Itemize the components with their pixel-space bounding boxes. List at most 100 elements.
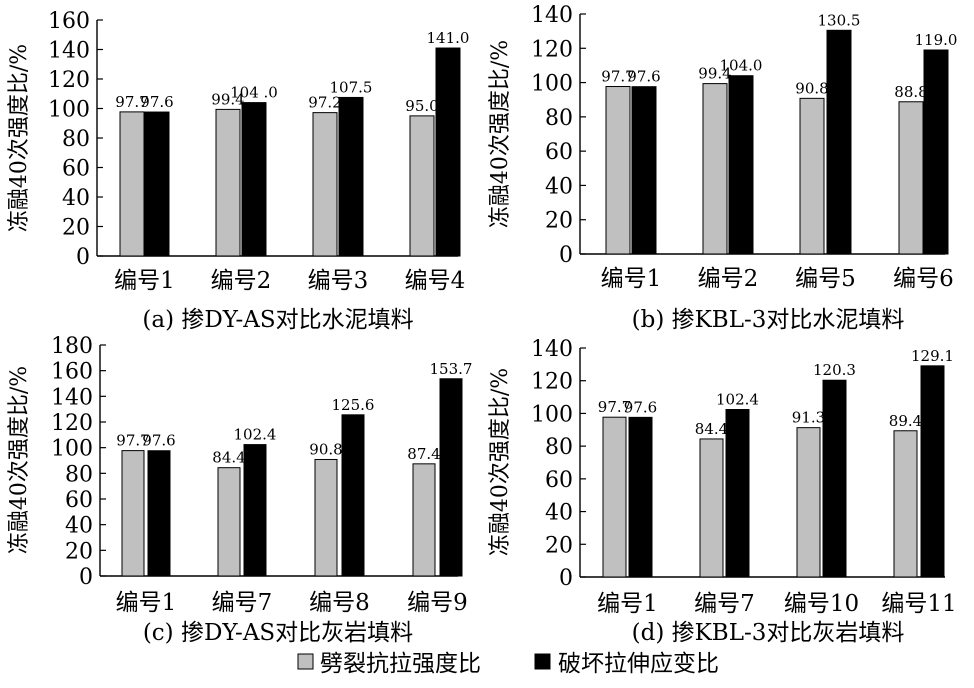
y-tick-label: 100 <box>531 402 573 427</box>
data-label: 99.4 <box>211 90 244 108</box>
bar-failure-strain <box>725 409 750 578</box>
bar-split-tensile <box>605 86 631 255</box>
y-tick-label: 20 <box>65 539 93 564</box>
data-label: 95.0 <box>405 97 438 115</box>
y-tick-label: 40 <box>62 186 90 211</box>
bar-split-tensile <box>893 430 918 578</box>
y-tick-label: 20 <box>545 533 573 558</box>
y-axis-label: 冻融40次强度比/% <box>488 368 513 556</box>
y-tick-label: 160 <box>48 9 90 34</box>
bar-failure-strain <box>338 96 364 257</box>
data-label: 90.8 <box>309 440 342 458</box>
bar-split-tensile <box>314 458 338 577</box>
data-label: 104 .0 <box>230 84 278 102</box>
category-label: 编号11 <box>881 591 956 617</box>
data-label: 89.4 <box>889 412 922 430</box>
y-tick-label: 80 <box>545 106 573 131</box>
data-label: 107.5 <box>330 78 373 96</box>
legend: 劈裂抗拉强度比 破坏拉伸应变比 <box>297 651 719 677</box>
bar-split-tensile <box>799 97 825 255</box>
data-label: 91.3 <box>792 409 825 427</box>
bar-failure-strain <box>243 444 267 577</box>
data-label: 90.8 <box>795 79 828 97</box>
bar-split-tensile <box>796 427 821 578</box>
y-tick-label: 20 <box>545 209 573 234</box>
data-label: 104.0 <box>720 57 763 75</box>
bar-split-tensile <box>409 115 435 257</box>
bar-failure-strain <box>144 111 170 257</box>
category-label: 编号8 <box>309 590 370 616</box>
category-label: 编号5 <box>795 266 856 292</box>
legend-label-failure-strain: 破坏拉伸应变比 <box>558 651 719 677</box>
panel-caption: (c) 掺DY-AS对比灰岩填料 <box>143 620 413 646</box>
y-tick-label: 120 <box>531 370 573 395</box>
category-label: 编号1 <box>601 266 662 292</box>
y-axis-label: 冻融40次强度比/% <box>7 44 32 232</box>
category-label: 编号7 <box>212 590 273 616</box>
y-tick-label: 40 <box>65 514 93 539</box>
y-tick-label: 140 <box>48 39 90 64</box>
y-tick-label: 60 <box>545 468 573 493</box>
y-tick-label: 60 <box>62 157 90 182</box>
category-label: 编号1 <box>114 268 175 294</box>
category-label: 编号9 <box>407 590 468 616</box>
y-tick-label: 180 <box>51 334 93 359</box>
bar-failure-strain <box>241 102 267 257</box>
data-label: 102.4 <box>716 391 759 409</box>
category-label: 编号6 <box>893 266 954 292</box>
category-label: 编号7 <box>694 591 755 617</box>
category-label: 编号10 <box>784 591 859 617</box>
bar-failure-strain <box>822 379 847 578</box>
bar-split-tensile <box>217 467 241 577</box>
data-label: 97.6 <box>627 68 660 86</box>
y-tick-label: 40 <box>545 501 573 526</box>
data-label: 141.0 <box>427 29 470 47</box>
y-tick-label: 60 <box>65 488 93 513</box>
legend-label-split-tensile: 劈裂抗拉强度比 <box>320 651 481 677</box>
bar-failure-strain <box>631 86 657 255</box>
y-tick-label: 100 <box>48 98 90 123</box>
data-label: 97.6 <box>142 432 175 450</box>
y-tick-label: 140 <box>531 3 573 28</box>
data-label: 102.4 <box>234 426 277 444</box>
data-label: 97.7 <box>598 398 631 416</box>
data-label: 120.3 <box>813 361 856 379</box>
y-tick-label: 0 <box>559 243 573 268</box>
y-tick-label: 80 <box>545 435 573 460</box>
category-label: 编号4 <box>405 268 466 294</box>
bar-split-tensile <box>602 416 627 578</box>
panel-caption: (d) 掺KBL-3对比灰岩填料 <box>632 620 905 646</box>
legend-swatch-failure-strain <box>534 653 551 670</box>
category-label: 编号2 <box>211 268 272 294</box>
data-label: 130.5 <box>818 11 861 29</box>
y-axis-label: 冻融40次强度比/% <box>7 366 32 554</box>
data-label: 84.4 <box>212 449 245 467</box>
y-tick-label: 100 <box>531 72 573 97</box>
data-label: 97.6 <box>140 93 173 111</box>
y-tick-label: 20 <box>62 216 90 241</box>
chart-panel-a: 0 20 40 60 80 100 120 140 160 冻融40次强度比/% 97.797.6 编… <box>7 9 469 333</box>
y-tick-label: 60 <box>545 140 573 165</box>
data-label: 129.1 <box>911 347 954 365</box>
bar-split-tensile <box>702 83 728 255</box>
bar-failure-strain <box>147 450 171 577</box>
data-label: 119.0 <box>915 31 958 49</box>
bar-failure-strain <box>439 378 463 577</box>
y-tick-label: 80 <box>62 127 90 152</box>
bar-split-tensile <box>898 101 924 255</box>
category-label: 编号1 <box>597 591 658 617</box>
bar-split-tensile <box>119 111 145 257</box>
data-label: 87.4 <box>407 445 440 463</box>
data-label: 97.7 <box>601 68 634 86</box>
bar-split-tensile <box>121 450 145 577</box>
category-label: 编号2 <box>698 266 759 292</box>
chart-panel-d: 0 20 40 60 80 100 120 140 冻融40次强度比/% 97.797.6 编号1 8… <box>488 337 957 646</box>
y-tick-label: 0 <box>79 565 93 590</box>
panel-caption: (b) 掺KBL-3对比水泥填料 <box>632 307 905 333</box>
y-tick-label: 160 <box>51 360 93 385</box>
y-tick-label: 120 <box>531 37 573 62</box>
legend-swatch-split-tensile <box>297 653 314 670</box>
data-label: 88.8 <box>894 83 927 101</box>
